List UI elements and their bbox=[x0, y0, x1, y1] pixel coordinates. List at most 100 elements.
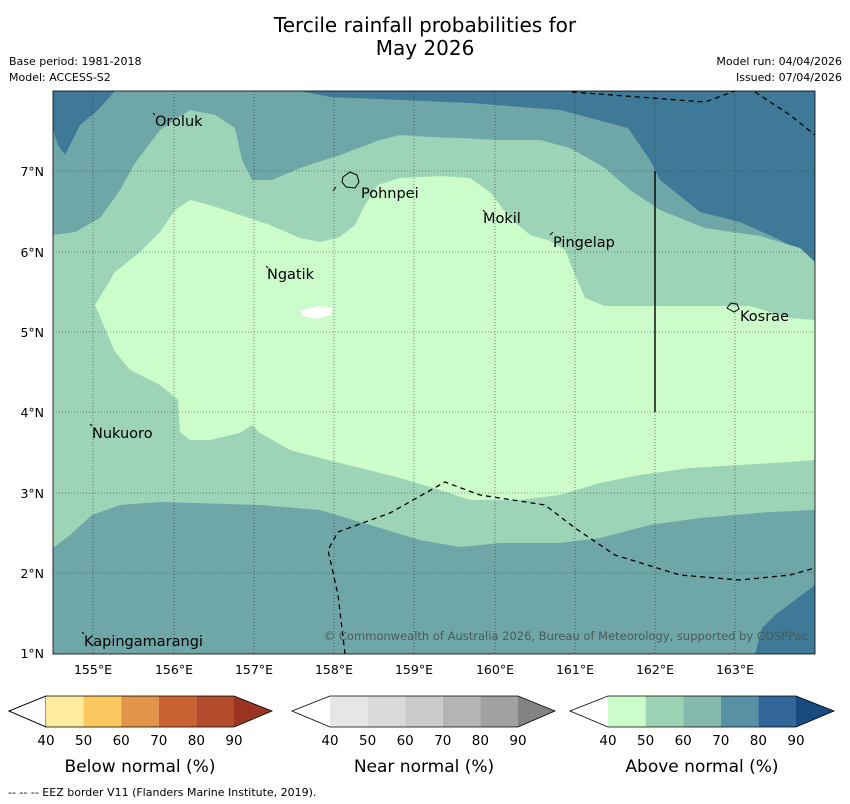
lat-label: 7°N bbox=[20, 164, 44, 179]
kosrae-island bbox=[726, 302, 740, 313]
colorbar-segment bbox=[330, 696, 368, 727]
colorbars: 40 50 60 70 80 90 Below normal (%) 40 50… bbox=[7, 695, 836, 777]
colorbar-tick: 70 bbox=[434, 733, 451, 749]
colorbar-segment bbox=[570, 696, 608, 727]
title-line-1: Tercile rainfall probabilities for bbox=[273, 13, 577, 37]
colorbar-segment bbox=[367, 696, 406, 727]
lat-label: 5°N bbox=[20, 325, 44, 340]
colorbar-tick: 90 bbox=[509, 733, 526, 749]
model-run-text: Model run: 04/04/2026 bbox=[716, 55, 842, 68]
colorbar-title: Above normal (%) bbox=[625, 757, 778, 777]
place-label-pohnpei: Pohnpei bbox=[361, 186, 419, 202]
contour-40-50 bbox=[95, 176, 815, 500]
model-info-right: Model run: 04/04/2026 Issued: 07/04/2026 bbox=[716, 54, 842, 86]
lon-label: 156°E bbox=[155, 662, 193, 677]
colorbar-segment bbox=[608, 696, 646, 727]
chart-title: Tercile rainfall probabilities for May 2… bbox=[0, 14, 850, 60]
copyright-credit: © Commonwealth of Australia 2026, Bureau… bbox=[324, 629, 808, 643]
oroluk-atoll bbox=[152, 112, 156, 116]
kapingamarangi-atoll bbox=[81, 631, 85, 635]
pohnpei-islet bbox=[332, 186, 337, 192]
lon-label: 160°E bbox=[476, 662, 514, 677]
probability-contours bbox=[53, 91, 815, 654]
colorbar-segment bbox=[83, 696, 122, 727]
colorbar-segment bbox=[7, 695, 47, 728]
colorbar-segment bbox=[158, 696, 197, 727]
place-label-oroluk: Oroluk bbox=[155, 114, 203, 130]
colorbar-segment bbox=[292, 696, 330, 727]
place-label-ngatik: Ngatik bbox=[267, 267, 315, 283]
colorbar-tick: 70 bbox=[712, 733, 729, 749]
colorbar-tick: 70 bbox=[150, 733, 167, 749]
colorbar-segment bbox=[196, 696, 234, 727]
place-label-kosrae: Kosrae bbox=[740, 309, 789, 325]
lon-label: 158°E bbox=[315, 662, 353, 677]
colorbar-segment bbox=[720, 696, 759, 727]
ngatik-atoll bbox=[265, 265, 269, 269]
place-label-nukuoro: Nukuoro bbox=[92, 426, 153, 442]
colorbar-tick: 50 bbox=[75, 733, 92, 749]
colorbar-outline bbox=[568, 695, 836, 728]
colorbar-segment bbox=[518, 696, 555, 727]
nukuoro-atoll bbox=[89, 423, 93, 427]
model-text: Model: ACCESS-S2 bbox=[9, 71, 111, 84]
colorbar-tick: 80 bbox=[188, 733, 205, 749]
lon-label: 162°E bbox=[636, 662, 674, 677]
colorbar-segment bbox=[758, 696, 796, 727]
lat-label: 4°N bbox=[20, 405, 44, 420]
colorbar-segment bbox=[121, 696, 159, 727]
lon-label: 163°E bbox=[716, 662, 754, 677]
map-frame bbox=[52, 90, 816, 655]
issued-text: Issued: 07/04/2026 bbox=[735, 71, 842, 84]
pohnpei-island bbox=[341, 171, 360, 189]
lat-label: 1°N bbox=[20, 646, 44, 661]
model-info-left: Base period: 1981-2018 Model: ACCESS-S2 bbox=[9, 54, 141, 86]
colorbar-segment bbox=[405, 696, 443, 727]
lat-label: 6°N bbox=[20, 245, 44, 260]
colorbar-segment bbox=[796, 696, 834, 727]
contour-below-40 bbox=[300, 306, 334, 319]
colorbar-below-normal: 40 50 60 70 80 90 Below normal (%) bbox=[7, 695, 274, 777]
lon-label: 161°E bbox=[556, 662, 594, 677]
colorbar-tick: 90 bbox=[225, 733, 242, 749]
colorbar-segment bbox=[46, 696, 84, 727]
colorbar-tick: 80 bbox=[750, 733, 767, 749]
colorbar-segment bbox=[645, 696, 684, 727]
colorbar-title: Near normal (%) bbox=[354, 757, 494, 777]
eez-borders bbox=[327, 91, 815, 654]
colorbar-outline bbox=[290, 695, 557, 728]
colorbar-tick: 60 bbox=[397, 733, 414, 749]
colorbar-segment bbox=[683, 696, 721, 727]
eez-footnote: -- -- -- EEZ border V11 (Flanders Marine… bbox=[8, 786, 317, 799]
colorbar-tick: 50 bbox=[637, 733, 654, 749]
pingelap-atoll bbox=[549, 231, 554, 236]
colorbar-tick: 50 bbox=[359, 733, 376, 749]
longitude-axis: 155°E 156°E 157°E 158°E 159°E 160°E 161°… bbox=[74, 662, 754, 677]
colorbar-near-normal: 40 50 60 70 80 90 Near normal (%) bbox=[290, 695, 557, 777]
place-label-pingelap: Pingelap bbox=[553, 235, 615, 251]
colorbar-segment bbox=[480, 696, 518, 727]
colorbar-segment bbox=[234, 696, 272, 727]
islands bbox=[81, 112, 740, 635]
colorbar-outline bbox=[7, 695, 274, 728]
contour-70-80-north bbox=[270, 91, 815, 262]
colorbar-tick: 80 bbox=[472, 733, 489, 749]
colorbar-title: Below normal (%) bbox=[65, 757, 216, 777]
base-period-text: Base period: 1981-2018 bbox=[9, 55, 142, 68]
colorbar-segment bbox=[442, 696, 481, 727]
title-line-2: May 2026 bbox=[375, 36, 475, 60]
colorbar-tick: 40 bbox=[599, 733, 616, 749]
contour-70-80-southeast bbox=[755, 585, 815, 654]
contour-70-80-northwest bbox=[53, 91, 115, 155]
lat-label: 2°N bbox=[20, 566, 44, 581]
colorbar-tick: 40 bbox=[37, 733, 54, 749]
lat-label: 3°N bbox=[20, 486, 44, 501]
lon-label: 157°E bbox=[235, 662, 273, 677]
lon-label: 159°E bbox=[395, 662, 433, 677]
latitude-axis: 7°N 6°N 5°N 4°N 3°N 2°N 1°N bbox=[20, 164, 44, 661]
mokil-atoll bbox=[482, 209, 486, 213]
place-label-mokil: Mokil bbox=[483, 211, 521, 227]
place-label-kapingamarangi: Kapingamarangi bbox=[84, 634, 203, 650]
colorbar-tick: 60 bbox=[113, 733, 130, 749]
